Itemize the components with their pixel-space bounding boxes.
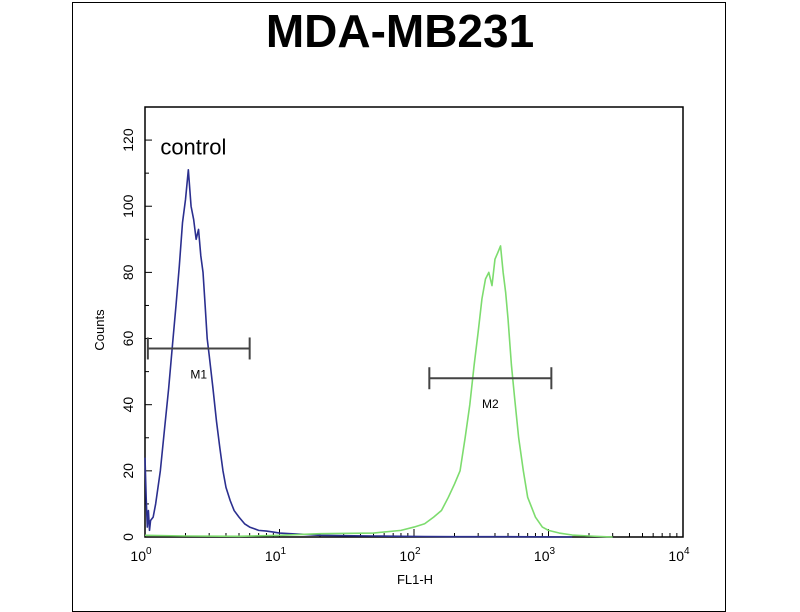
x-tick-exponent: 3 [550,546,556,557]
x-tick-base: 10 [130,548,146,564]
plot-area [144,106,684,538]
x-tick-base: 10 [265,548,281,564]
x-tick-exponent: 2 [415,546,421,557]
y-tick-label: 120 [120,128,136,152]
x-tick-exponent: 1 [281,546,287,557]
x-axis: 100 101 102 103 104 [130,529,690,564]
x-tick-base: 10 [399,548,415,564]
series-group [144,169,613,538]
gates-group: M1 M2 [146,337,553,411]
x-tick-label: 103 [534,546,556,564]
x-tick-base: 10 [668,548,684,564]
x-tick-label: 102 [399,546,421,564]
y-tick-label: 40 [120,397,136,413]
y-tick-label: 60 [120,331,136,347]
y-axis: 0 20 40 60 80 100 120 [120,128,152,541]
x-axis-label: FL1-H [397,572,433,587]
x-tick-exponent: 4 [684,546,690,557]
x-tick-exponent: 0 [146,546,152,557]
y-tick-label: 20 [120,463,136,479]
series-line-0 [144,169,573,538]
x-tick-label: 100 [130,546,152,564]
series-line-1 [144,245,613,538]
y-tick-label: 100 [120,194,136,218]
gate-label: M1 [190,367,207,381]
y-tick-label: 80 [120,264,136,280]
x-tick-base: 10 [534,548,550,564]
chart-title: MDA-MB231 [265,5,535,57]
annotation-control: control [160,135,226,160]
y-tick-label: 0 [120,533,136,541]
gate-label: M2 [482,397,499,411]
x-tick-label: 101 [265,546,287,564]
y-axis-label: Counts [92,309,107,351]
x-tick-label: 104 [668,546,690,564]
